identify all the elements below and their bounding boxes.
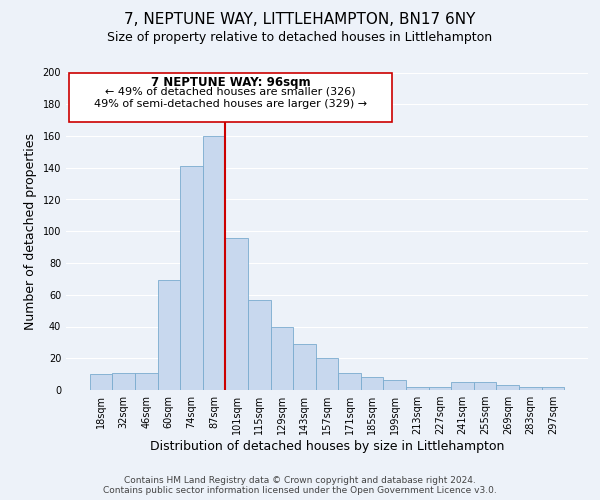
Bar bbox=[474, 382, 496, 390]
Text: 7 NEPTUNE WAY: 96sqm: 7 NEPTUNE WAY: 96sqm bbox=[151, 76, 310, 90]
Bar bbox=[451, 382, 474, 390]
Text: Contains HM Land Registry data © Crown copyright and database right 2024.
Contai: Contains HM Land Registry data © Crown c… bbox=[103, 476, 497, 495]
Text: 7, NEPTUNE WAY, LITTLEHAMPTON, BN17 6NY: 7, NEPTUNE WAY, LITTLEHAMPTON, BN17 6NY bbox=[124, 12, 476, 28]
Bar bbox=[542, 387, 564, 390]
Text: ← 49% of detached houses are smaller (326): ← 49% of detached houses are smaller (32… bbox=[105, 87, 356, 97]
Bar bbox=[271, 326, 293, 390]
Y-axis label: Number of detached properties: Number of detached properties bbox=[24, 132, 37, 330]
FancyBboxPatch shape bbox=[68, 72, 392, 122]
X-axis label: Distribution of detached houses by size in Littlehampton: Distribution of detached houses by size … bbox=[150, 440, 504, 453]
Bar bbox=[338, 372, 361, 390]
Bar bbox=[316, 358, 338, 390]
Bar bbox=[428, 387, 451, 390]
Bar bbox=[383, 380, 406, 390]
Bar bbox=[112, 372, 135, 390]
Bar bbox=[203, 136, 226, 390]
Bar bbox=[496, 385, 519, 390]
Bar bbox=[180, 166, 203, 390]
Bar bbox=[293, 344, 316, 390]
Bar bbox=[361, 378, 383, 390]
Text: 49% of semi-detached houses are larger (329) →: 49% of semi-detached houses are larger (… bbox=[94, 98, 367, 108]
Bar bbox=[226, 238, 248, 390]
Bar bbox=[135, 372, 158, 390]
Bar bbox=[519, 387, 542, 390]
Bar bbox=[406, 387, 428, 390]
Bar bbox=[248, 300, 271, 390]
Bar bbox=[158, 280, 180, 390]
Text: Size of property relative to detached houses in Littlehampton: Size of property relative to detached ho… bbox=[107, 31, 493, 44]
Bar bbox=[90, 374, 112, 390]
